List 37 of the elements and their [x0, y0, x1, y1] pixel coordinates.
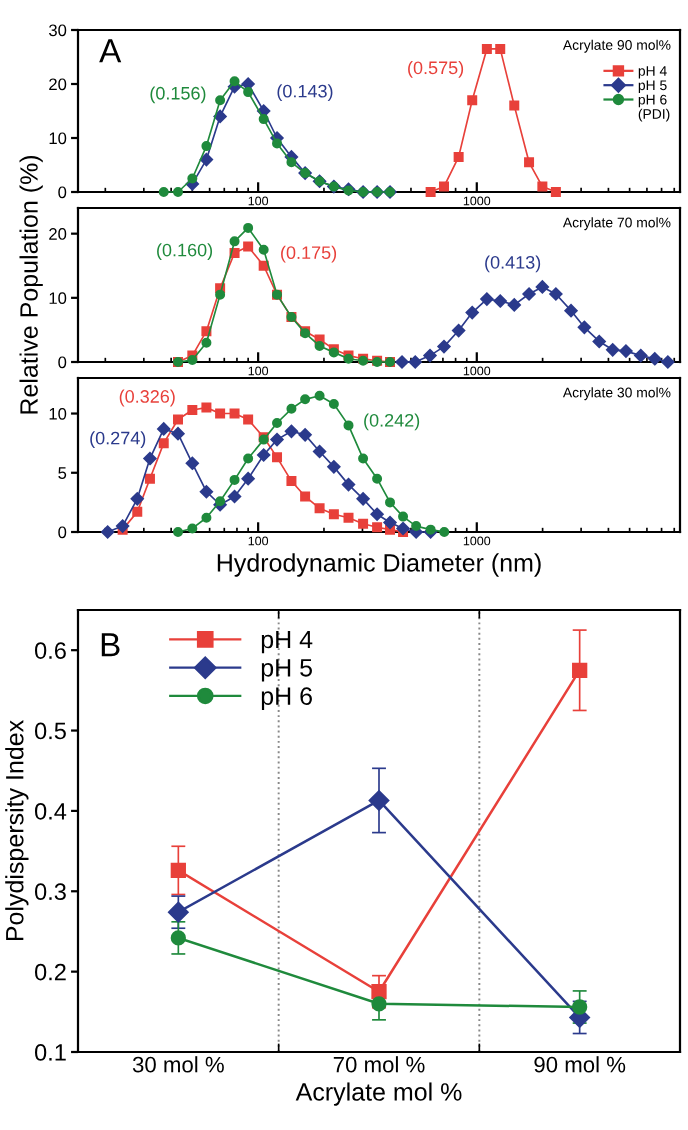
annotation: (0.274): [90, 431, 146, 449]
annotation: (0.160): [157, 243, 213, 260]
annotation: (0.326): [119, 389, 175, 407]
y-tick-label: 0.5: [34, 722, 66, 740]
annotation: B: [101, 633, 120, 657]
y-tick-label: 10: [49, 132, 67, 145]
y-tick-label: 10: [49, 407, 67, 420]
annotation: A: [99, 39, 122, 63]
legend-label: pH 5: [261, 659, 312, 682]
y-tick-label: 0.6: [34, 642, 66, 659]
y-tick-label: 0.1: [34, 1044, 66, 1061]
y-tick-label: 0.2: [34, 963, 66, 981]
y-tick-label: 5: [58, 467, 67, 479]
annotation: (0.143): [277, 84, 333, 102]
x-axis-title: Acrylate mol %: [295, 1082, 462, 1106]
y-tick-label: 0.4: [34, 802, 67, 820]
legend-label: pH 4: [261, 630, 313, 654]
x-tick-label: 70 mol %: [333, 1056, 425, 1073]
legend-label: pH 6: [261, 687, 312, 710]
x-tick-label: 90 mol %: [534, 1056, 626, 1073]
annotation: (0.413): [485, 255, 541, 273]
annotation: (0.575): [408, 60, 464, 78]
annotation: (0.242): [364, 413, 420, 431]
y-tick-label: 20: [49, 78, 67, 91]
y-tick-label: 0: [58, 356, 67, 369]
y-tick-label: 0: [58, 186, 67, 199]
y-axis-title: Relative Population (%): [19, 155, 43, 414]
y-tick-label: 20: [49, 228, 67, 240]
y-axis-title: Polydispersity Index: [5, 720, 29, 941]
annotation: (0.175): [281, 245, 337, 263]
annotation: (0.156): [150, 86, 206, 104]
y-tick-label: 0: [58, 526, 67, 539]
y-tick-label: 10: [49, 292, 67, 305]
x-axis-title: Hydrodynamic Diameter (nm): [217, 553, 541, 577]
x-tick-label: 30 mol %: [132, 1056, 224, 1073]
y-tick-label: 0.3: [34, 883, 66, 901]
y-tick-label: 30: [48, 24, 67, 37]
